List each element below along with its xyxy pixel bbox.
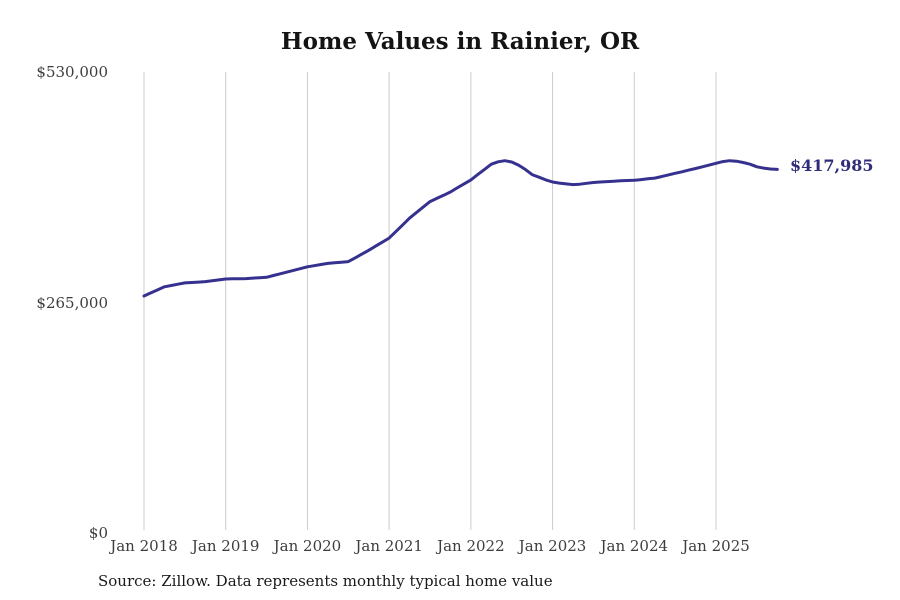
x-axis-tick-label: Jan 2022 — [437, 537, 505, 555]
chart-title: Home Values in Rainier, OR — [280, 28, 640, 55]
x-axis-tick-label: Jan 2018 — [110, 537, 178, 555]
x-axis-tick-label: Jan 2019 — [191, 537, 260, 555]
y-axis-tick-label: $530,000 — [36, 63, 108, 81]
x-axis-tick-label: Jan 2020 — [273, 537, 342, 555]
x-axis-tick-label: Jan 2024 — [600, 537, 669, 555]
x-axis-tick-label: Jan 2023 — [518, 537, 587, 555]
x-axis-tick-label: Jan 2025 — [682, 537, 750, 555]
source-note: Source: Zillow. Data represents monthly … — [98, 572, 553, 590]
y-axis-tick-label: $0 — [88, 524, 108, 542]
y-axis-tick-label: $265,000 — [36, 293, 108, 312]
value-line — [142, 159, 779, 298]
end-value-label: $417,985 — [790, 156, 874, 176]
x-axis-tick-label: Jan 2021 — [355, 537, 423, 555]
